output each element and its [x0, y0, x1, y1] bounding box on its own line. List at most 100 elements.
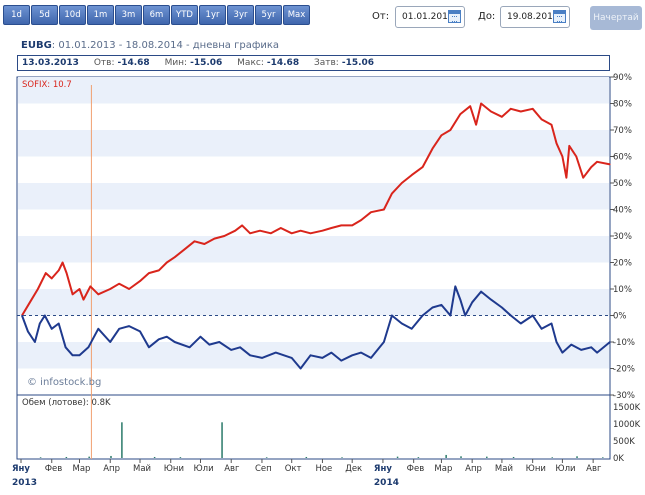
data-point-eubg [340, 359, 342, 362]
data-point-sofix [459, 113, 461, 115]
period-button-6m[interactable]: 6m [143, 5, 170, 25]
calendar-icon[interactable] [448, 10, 461, 23]
data-point-eubg [532, 314, 534, 317]
period-button-5d[interactable]: 5d [31, 5, 58, 25]
data-point-sofix [475, 124, 477, 126]
min-label: Мин: [164, 58, 188, 68]
data-point-sofix [158, 269, 160, 272]
to-date-input[interactable]: 19.08.2014 [500, 6, 570, 28]
close-label: Затв: [313, 58, 339, 68]
data-point-eubg [309, 354, 312, 356]
data-point-sofix [401, 182, 403, 184]
period-toolbar: 1d 5d 10d 1m 3m 6m YTD 1yr 3yr 5yr Max [3, 5, 311, 25]
data-point-eubg [321, 357, 324, 359]
data-point-eubg [440, 304, 443, 306]
grid-band [18, 183, 609, 210]
data-point-sofix [391, 193, 393, 195]
period-button-max[interactable]: Max [283, 5, 310, 25]
data-point-sofix [568, 145, 570, 147]
data-point-eubg [261, 357, 263, 359]
data-point-eubg [459, 299, 461, 301]
from-date-input[interactable]: 01.01.2013 [395, 6, 465, 28]
data-point-sofix [280, 227, 282, 229]
data-point-eubg [148, 346, 150, 348]
month-label: Май [495, 464, 513, 474]
data-point-eubg [300, 367, 302, 370]
data-point-eubg [596, 352, 598, 354]
data-point-sofix [609, 163, 611, 166]
data-point-eubg [411, 328, 413, 330]
price-tick-label: 0% [613, 312, 627, 322]
month-label: Фев [407, 464, 425, 474]
volume-bar [551, 457, 553, 458]
volume-bar [179, 457, 182, 458]
period-button-1yr[interactable]: 1yr [199, 5, 226, 25]
price-tick-label: -20% [613, 365, 635, 375]
calendar-icon[interactable] [553, 10, 566, 23]
data-point-sofix [29, 301, 31, 303]
data-point-sofix [510, 108, 512, 110]
month-label: Юли [555, 464, 575, 474]
period-button-1m[interactable]: 1m [87, 5, 114, 25]
max-label: Макс: [237, 58, 264, 68]
price-tick-label: 40% [613, 206, 632, 216]
data-point-eubg [590, 346, 592, 348]
data-point-sofix [203, 243, 206, 245]
data-point-sofix [582, 177, 584, 179]
volume-bar [486, 456, 488, 458]
data-point-eubg [464, 314, 466, 317]
symbol: EUBG [21, 40, 52, 51]
period-button-ytd[interactable]: YTD [171, 5, 198, 25]
from-date-value: 01.01.2013 [402, 12, 454, 22]
data-point-sofix [449, 129, 451, 131]
volume-bar [396, 456, 399, 458]
volume-bar [576, 456, 578, 458]
data-point-sofix [66, 272, 68, 274]
data-point-eubg [249, 354, 251, 356]
data-point-eubg [97, 328, 99, 330]
month-label: Мар [73, 464, 91, 474]
volume-bar [417, 457, 420, 458]
data-point-eubg [431, 306, 434, 309]
data-point-eubg [360, 352, 362, 354]
volume-bar [305, 456, 308, 458]
volume-bar [39, 457, 42, 458]
period-button-3m[interactable]: 3m [115, 5, 142, 25]
volume-tick-label: 1000K [613, 420, 641, 430]
data-point-sofix [540, 118, 543, 120]
period-button-5yr[interactable]: 5yr [255, 5, 282, 25]
data-point-sofix [330, 227, 332, 229]
data-point-eubg [291, 357, 293, 359]
data-point-sofix [193, 240, 196, 242]
month-label: Окт [285, 464, 302, 474]
data-point-sofix [340, 224, 342, 226]
price-tick-label: 20% [613, 259, 632, 269]
draw-chart-button[interactable]: Начертай [590, 6, 642, 30]
volume-tick-label: 500K [613, 437, 635, 447]
data-point-eubg [275, 352, 277, 354]
price-tick-label: 10% [613, 285, 632, 295]
period-button-3yr[interactable]: 3yr [227, 5, 254, 25]
grid-band [18, 130, 609, 157]
data-point-sofix [234, 230, 236, 232]
price-tick-label: -30% [613, 391, 635, 401]
month-label: Сеп [255, 464, 272, 474]
period-button-10d[interactable]: 10d [59, 5, 86, 25]
data-point-sofix [62, 261, 64, 264]
data-point-eubg [21, 314, 23, 317]
data-point-eubg [449, 314, 451, 317]
data-point-sofix [469, 105, 471, 107]
ohlc-bar: 13.03.2013 Отв: -14.68 Мин: -15.06 Макс: -1… [17, 55, 610, 71]
period-button-1d[interactable]: 1d [3, 5, 30, 25]
data-point-sofix [71, 293, 74, 295]
year-label: 2014 [374, 478, 399, 488]
data-point-sofix [555, 142, 558, 144]
watermark: © infostock.bg [27, 377, 101, 388]
volume-bar [512, 456, 515, 458]
data-point-sofix [575, 155, 577, 158]
data-point-sofix [166, 261, 168, 264]
data-point-eubg [480, 291, 482, 293]
month-label: Дек [345, 464, 362, 474]
volume-bar [460, 456, 462, 458]
